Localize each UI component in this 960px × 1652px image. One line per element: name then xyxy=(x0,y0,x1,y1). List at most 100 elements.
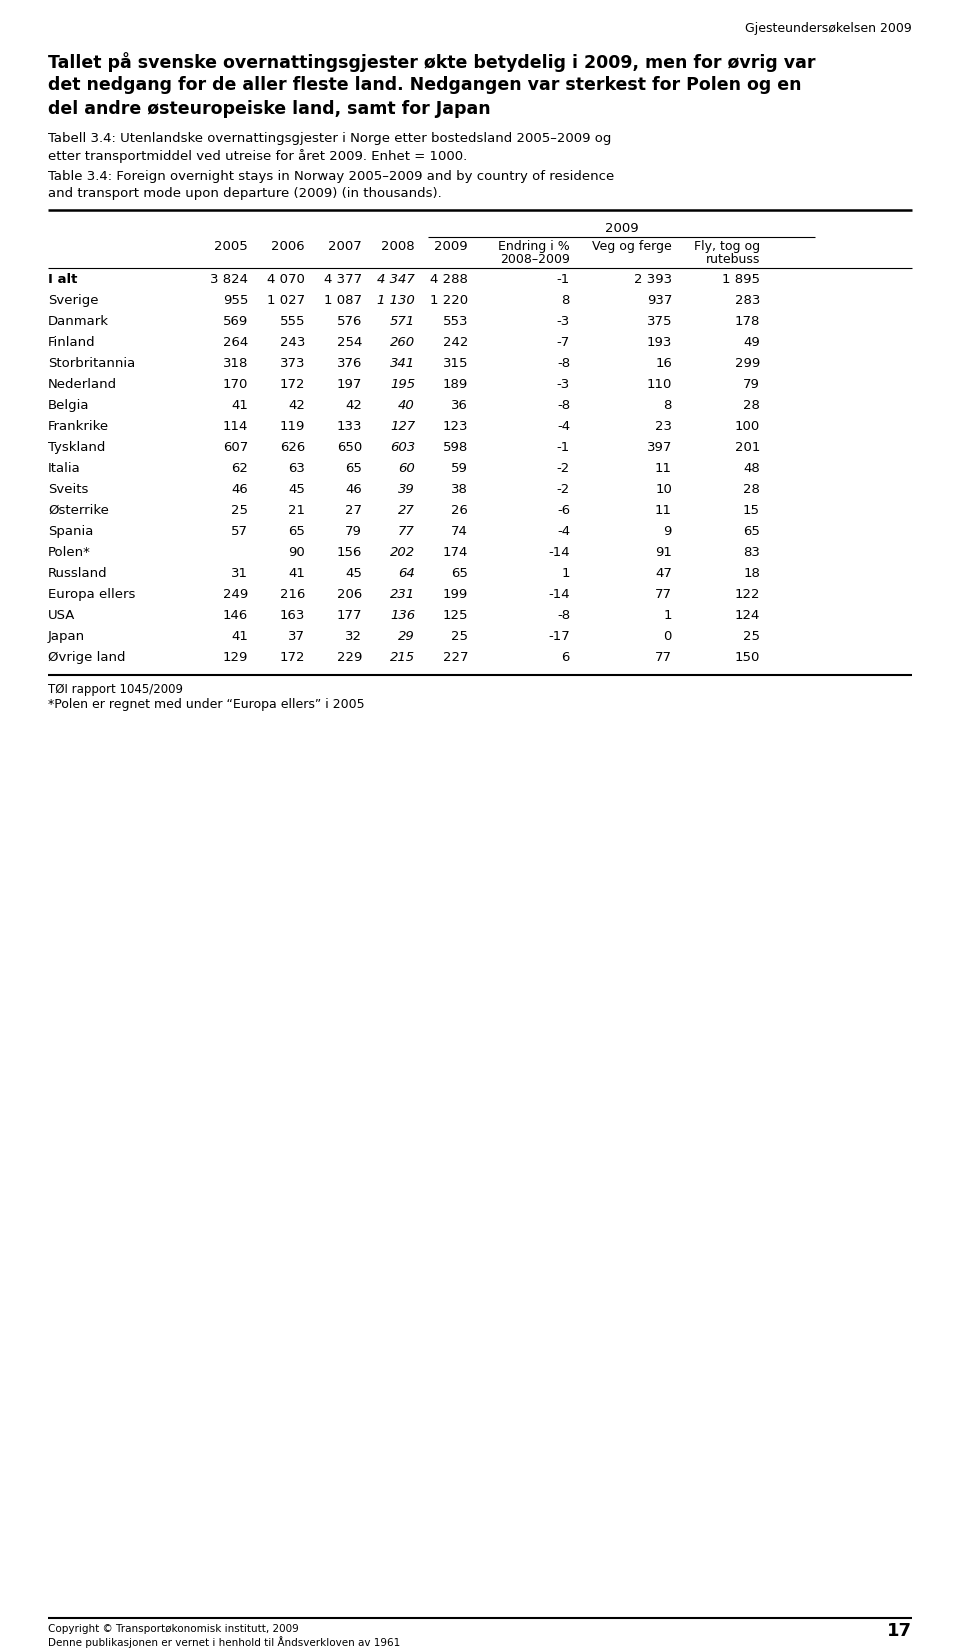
Text: 28: 28 xyxy=(743,400,760,411)
Text: 25: 25 xyxy=(743,629,760,643)
Text: 90: 90 xyxy=(288,547,305,558)
Text: 571: 571 xyxy=(390,316,415,329)
Text: 2008: 2008 xyxy=(381,240,415,253)
Text: 202: 202 xyxy=(390,547,415,558)
Text: 45: 45 xyxy=(346,567,362,580)
Text: 46: 46 xyxy=(231,482,248,496)
Text: Østerrike: Østerrike xyxy=(48,504,108,517)
Text: 397: 397 xyxy=(647,441,672,454)
Text: rutebuss: rutebuss xyxy=(706,253,760,266)
Text: USA: USA xyxy=(48,610,76,623)
Text: 28: 28 xyxy=(743,482,760,496)
Text: 243: 243 xyxy=(279,335,305,349)
Text: -6: -6 xyxy=(557,504,570,517)
Text: Tabell 3.4: Utenlandske overnattingsgjester i Norge etter bostedsland 2005–2009 : Tabell 3.4: Utenlandske overnattingsgjes… xyxy=(48,132,612,145)
Text: 172: 172 xyxy=(279,378,305,392)
Text: 37: 37 xyxy=(288,629,305,643)
Text: 193: 193 xyxy=(647,335,672,349)
Text: 9: 9 xyxy=(663,525,672,539)
Text: 264: 264 xyxy=(223,335,248,349)
Text: 2008–2009: 2008–2009 xyxy=(500,253,570,266)
Text: 1 895: 1 895 xyxy=(722,273,760,286)
Text: 172: 172 xyxy=(279,651,305,664)
Text: 39: 39 xyxy=(398,482,415,496)
Text: 27: 27 xyxy=(345,504,362,517)
Text: 77: 77 xyxy=(398,525,415,539)
Text: Belgia: Belgia xyxy=(48,400,89,411)
Text: 29: 29 xyxy=(398,629,415,643)
Text: -4: -4 xyxy=(557,420,570,433)
Text: Danmark: Danmark xyxy=(48,316,109,329)
Text: 25: 25 xyxy=(231,504,248,517)
Text: 1: 1 xyxy=(663,610,672,623)
Text: Italia: Italia xyxy=(48,463,81,476)
Text: 0: 0 xyxy=(663,629,672,643)
Text: 41: 41 xyxy=(231,400,248,411)
Text: 8: 8 xyxy=(562,294,570,307)
Text: 62: 62 xyxy=(231,463,248,476)
Text: 77: 77 xyxy=(655,588,672,601)
Text: 63: 63 xyxy=(288,463,305,476)
Text: 598: 598 xyxy=(443,441,468,454)
Text: 41: 41 xyxy=(231,629,248,643)
Text: 318: 318 xyxy=(223,357,248,370)
Text: 91: 91 xyxy=(655,547,672,558)
Text: 65: 65 xyxy=(743,525,760,539)
Text: 576: 576 xyxy=(337,316,362,329)
Text: 260: 260 xyxy=(390,335,415,349)
Text: 27: 27 xyxy=(398,504,415,517)
Text: 569: 569 xyxy=(223,316,248,329)
Text: det nedgang for de aller fleste land. Nedgangen var sterkest for Polen og en: det nedgang for de aller fleste land. Ne… xyxy=(48,76,802,94)
Text: 133: 133 xyxy=(337,420,362,433)
Text: 603: 603 xyxy=(390,441,415,454)
Text: 254: 254 xyxy=(337,335,362,349)
Text: 32: 32 xyxy=(345,629,362,643)
Text: and transport mode upon departure (2009) (in thousands).: and transport mode upon departure (2009)… xyxy=(48,187,442,200)
Text: 3 824: 3 824 xyxy=(210,273,248,286)
Text: 215: 215 xyxy=(390,651,415,664)
Text: 129: 129 xyxy=(223,651,248,664)
Text: 42: 42 xyxy=(288,400,305,411)
Text: 1 220: 1 220 xyxy=(430,294,468,307)
Text: Fly, tog og: Fly, tog og xyxy=(694,240,760,253)
Text: 2006: 2006 xyxy=(272,240,305,253)
Text: 2007: 2007 xyxy=(328,240,362,253)
Text: 74: 74 xyxy=(451,525,468,539)
Text: 229: 229 xyxy=(337,651,362,664)
Text: Spania: Spania xyxy=(48,525,93,539)
Text: 206: 206 xyxy=(337,588,362,601)
Text: Japan: Japan xyxy=(48,629,85,643)
Text: Endring i %: Endring i % xyxy=(498,240,570,253)
Text: 65: 65 xyxy=(451,567,468,580)
Text: 2 393: 2 393 xyxy=(634,273,672,286)
Text: 553: 553 xyxy=(443,316,468,329)
Text: 555: 555 xyxy=(279,316,305,329)
Text: 955: 955 xyxy=(223,294,248,307)
Text: 41: 41 xyxy=(288,567,305,580)
Text: 1 027: 1 027 xyxy=(267,294,305,307)
Text: 36: 36 xyxy=(451,400,468,411)
Text: -2: -2 xyxy=(557,482,570,496)
Text: 650: 650 xyxy=(337,441,362,454)
Text: 46: 46 xyxy=(346,482,362,496)
Text: 38: 38 xyxy=(451,482,468,496)
Text: 59: 59 xyxy=(451,463,468,476)
Text: 197: 197 xyxy=(337,378,362,392)
Text: Nederland: Nederland xyxy=(48,378,117,392)
Text: Gjesteundersøkelsen 2009: Gjesteundersøkelsen 2009 xyxy=(745,21,912,35)
Text: 315: 315 xyxy=(443,357,468,370)
Text: Sveits: Sveits xyxy=(48,482,88,496)
Text: 65: 65 xyxy=(346,463,362,476)
Text: 607: 607 xyxy=(223,441,248,454)
Text: 11: 11 xyxy=(655,463,672,476)
Text: 4 347: 4 347 xyxy=(377,273,415,286)
Text: 373: 373 xyxy=(279,357,305,370)
Text: 376: 376 xyxy=(337,357,362,370)
Text: 201: 201 xyxy=(734,441,760,454)
Text: 11: 11 xyxy=(655,504,672,517)
Text: -17: -17 xyxy=(548,629,570,643)
Text: 2005: 2005 xyxy=(214,240,248,253)
Text: 16: 16 xyxy=(655,357,672,370)
Text: Frankrike: Frankrike xyxy=(48,420,109,433)
Text: 156: 156 xyxy=(337,547,362,558)
